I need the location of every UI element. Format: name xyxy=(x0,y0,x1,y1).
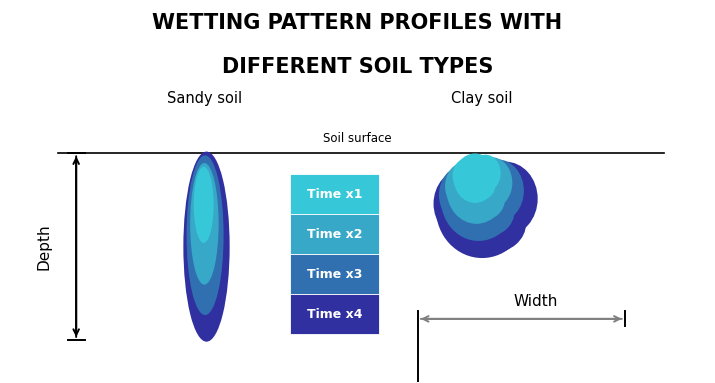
Bar xyxy=(290,294,379,334)
Ellipse shape xyxy=(460,179,505,220)
Ellipse shape xyxy=(439,165,488,224)
Ellipse shape xyxy=(453,154,496,203)
Text: Soil surface: Soil surface xyxy=(323,132,392,145)
Text: Time x2: Time x2 xyxy=(307,228,362,241)
Ellipse shape xyxy=(436,159,528,258)
Text: DIFFERENT SOIL TYPES: DIFFERENT SOIL TYPES xyxy=(222,57,493,77)
Ellipse shape xyxy=(441,157,516,241)
Bar xyxy=(290,174,379,214)
Ellipse shape xyxy=(463,171,495,200)
Ellipse shape xyxy=(458,187,514,237)
Ellipse shape xyxy=(433,169,494,238)
Text: Sandy soil: Sandy soil xyxy=(167,91,242,106)
Ellipse shape xyxy=(471,159,524,222)
Ellipse shape xyxy=(453,159,480,193)
Text: WETTING PATTERN PROFILES WITH: WETTING PATTERN PROFILES WITH xyxy=(152,13,563,33)
Bar xyxy=(290,254,379,294)
Text: Time x3: Time x3 xyxy=(307,268,362,281)
Ellipse shape xyxy=(457,194,526,253)
Ellipse shape xyxy=(447,155,506,224)
Text: Time x4: Time x4 xyxy=(307,308,362,321)
Text: Clay soil: Clay soil xyxy=(451,91,513,106)
Bar xyxy=(290,214,379,254)
Ellipse shape xyxy=(190,163,219,285)
Ellipse shape xyxy=(470,155,500,192)
Text: Width: Width xyxy=(513,295,558,309)
Ellipse shape xyxy=(187,155,224,315)
Ellipse shape xyxy=(445,162,484,210)
Ellipse shape xyxy=(473,162,538,236)
Ellipse shape xyxy=(183,152,230,342)
Ellipse shape xyxy=(470,157,513,208)
Ellipse shape xyxy=(194,167,214,243)
Text: Depth: Depth xyxy=(36,223,51,270)
Text: Time x1: Time x1 xyxy=(307,188,362,201)
